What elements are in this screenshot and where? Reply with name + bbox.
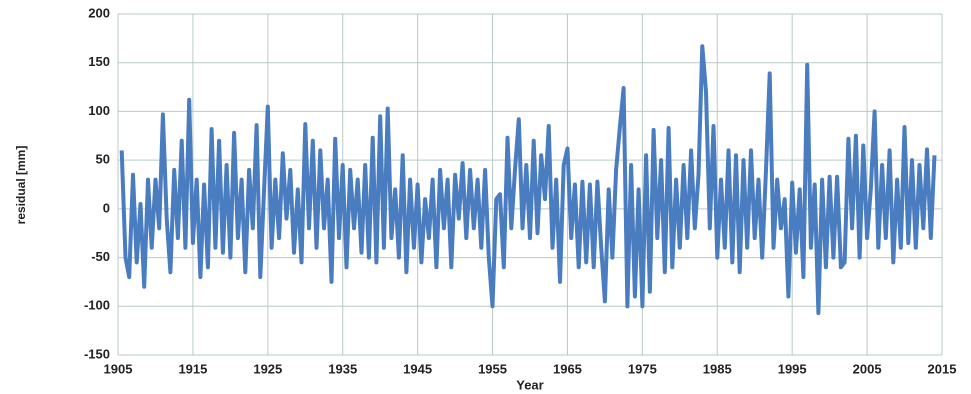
y-tick-label: -50 bbox=[91, 249, 110, 264]
x-tick-label: 1935 bbox=[328, 361, 357, 376]
x-tick-label: 1965 bbox=[553, 361, 582, 376]
y-tick-label: 0 bbox=[103, 200, 110, 215]
x-tick-label: 1925 bbox=[253, 361, 282, 376]
x-tick-label: 1995 bbox=[778, 361, 807, 376]
x-tick-label: 1985 bbox=[703, 361, 732, 376]
x-tick-label: 1915 bbox=[178, 361, 207, 376]
x-tick-label: 1945 bbox=[403, 361, 432, 376]
y-tick-label: -100 bbox=[84, 298, 110, 313]
y-axis-title: residual [mm] bbox=[14, 146, 28, 225]
x-tick-label: 2015 bbox=[928, 361, 957, 376]
x-tick-label: 2005 bbox=[853, 361, 882, 376]
x-tick-label: 1955 bbox=[478, 361, 507, 376]
x-tick-label: 1905 bbox=[104, 361, 133, 376]
y-tick-label: 150 bbox=[88, 54, 110, 69]
x-tick-label: 1975 bbox=[628, 361, 657, 376]
y-tick-label: 200 bbox=[88, 5, 110, 20]
x-axis-title: Year bbox=[516, 377, 543, 392]
y-tick-label: 100 bbox=[88, 103, 110, 118]
y-tick-label: -150 bbox=[84, 346, 110, 361]
data-line bbox=[119, 44, 937, 316]
y-tick-label: 50 bbox=[96, 152, 110, 167]
